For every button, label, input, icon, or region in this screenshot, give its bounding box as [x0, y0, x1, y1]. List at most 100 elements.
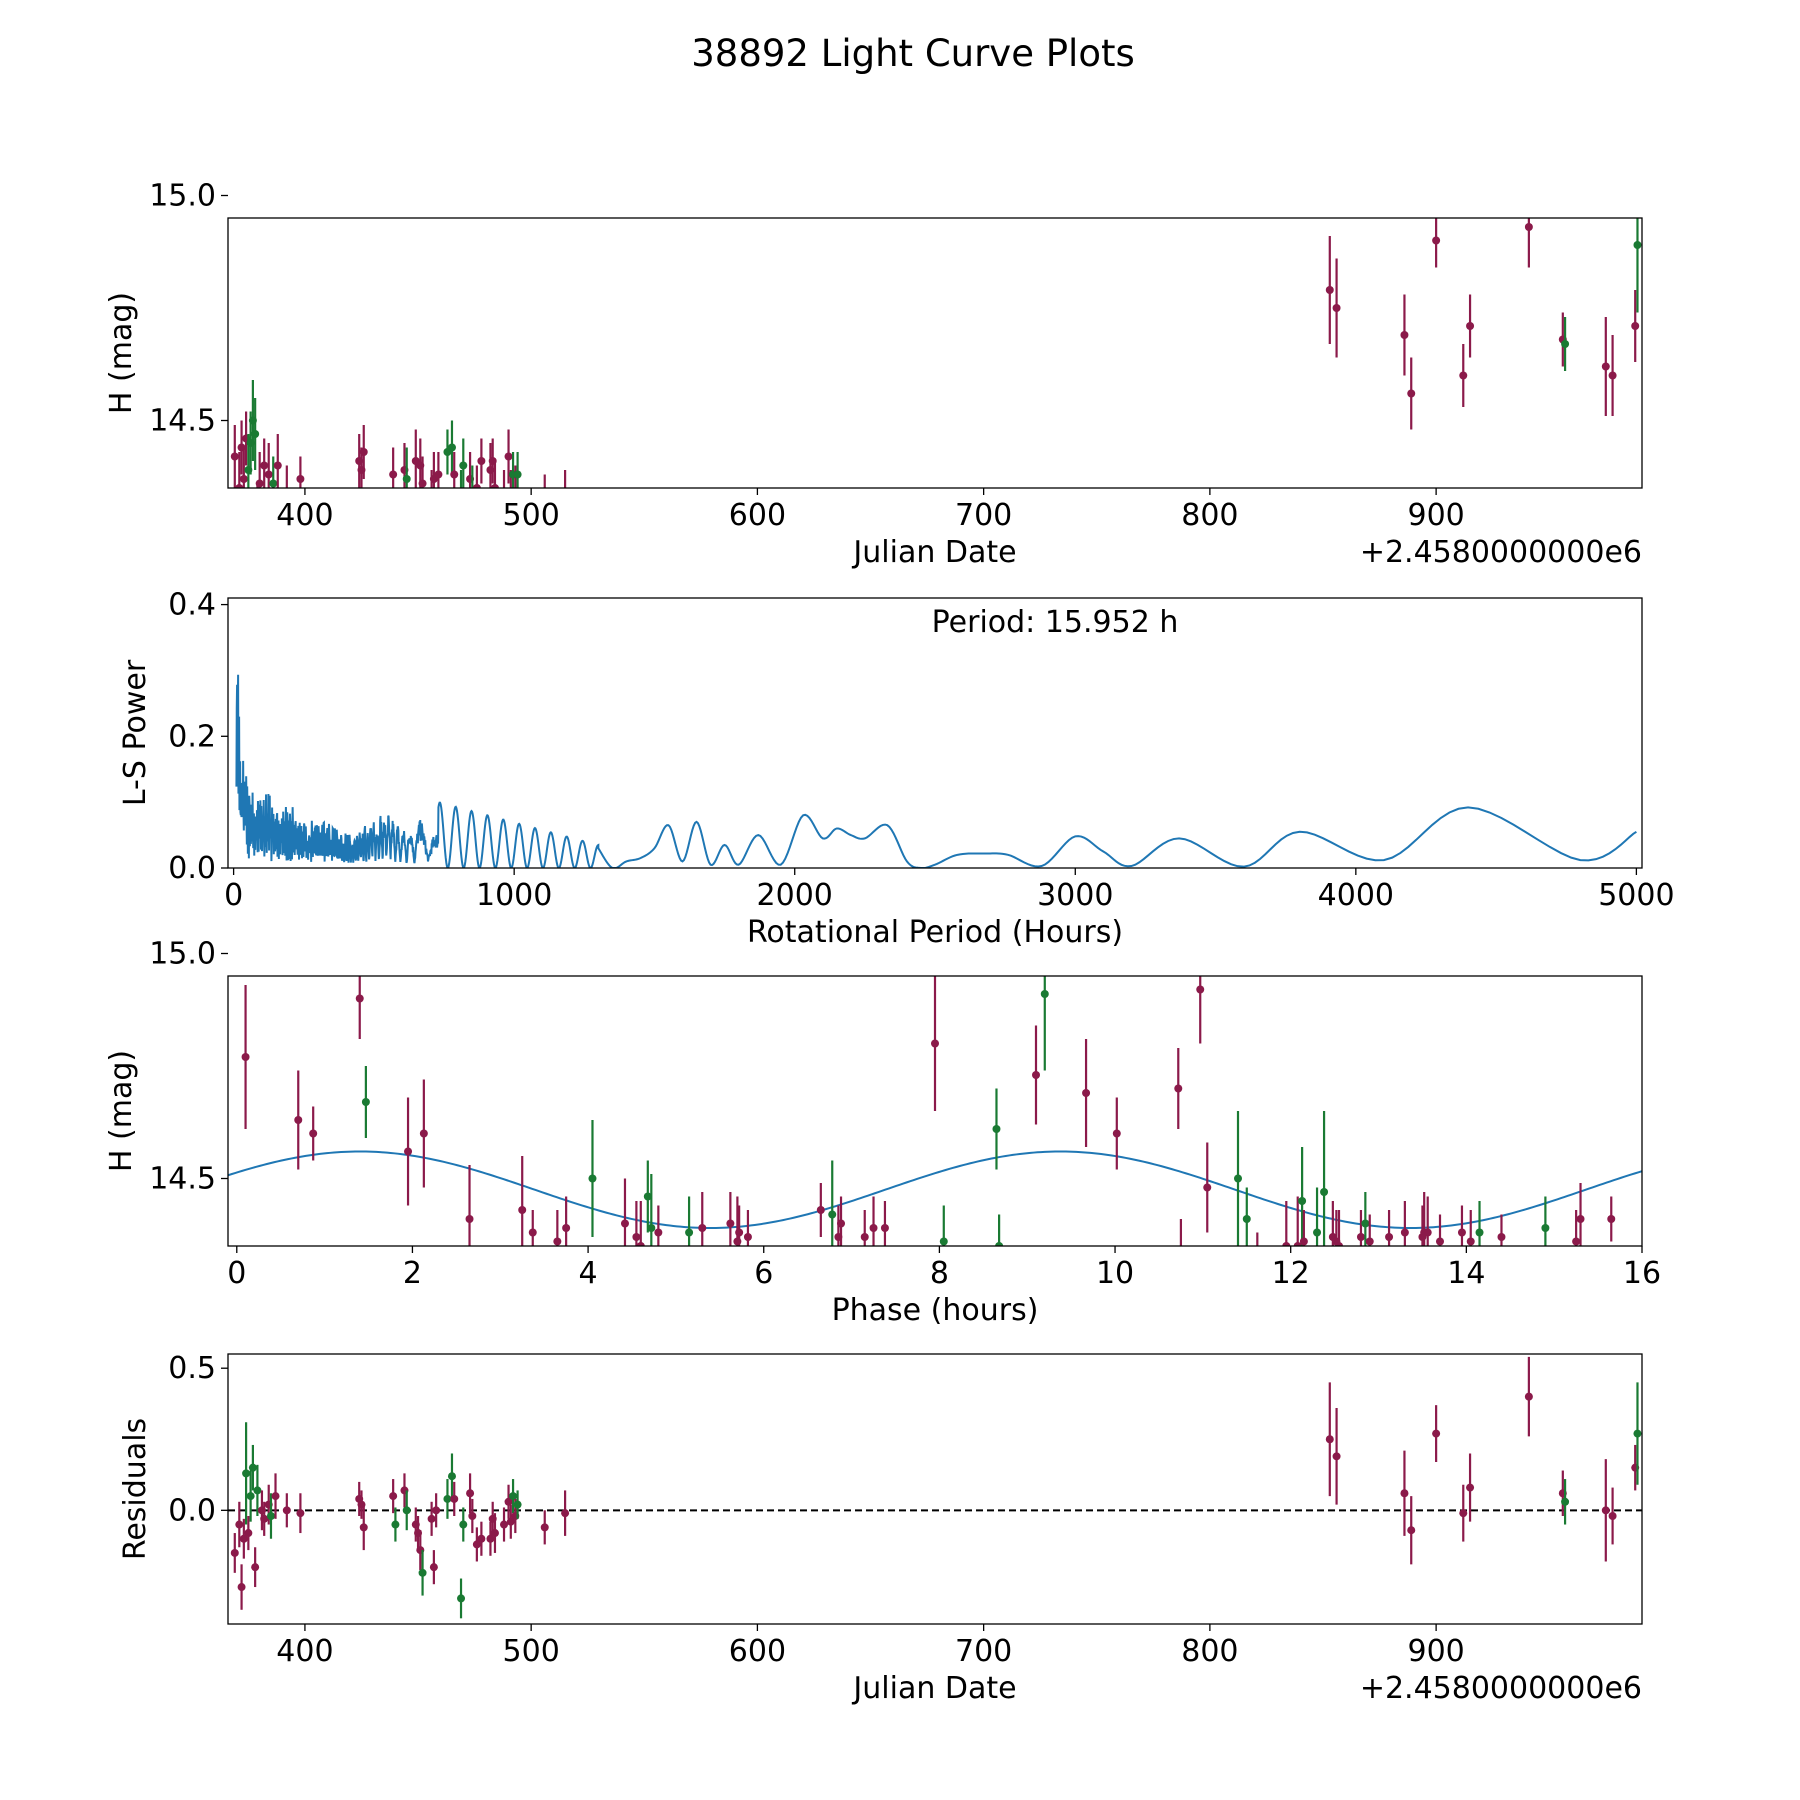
data-point [429, 1563, 438, 1572]
data-point [296, 1509, 305, 1518]
data-point [230, 1548, 239, 1557]
data-point [939, 1237, 948, 1246]
data-point [698, 1224, 707, 1232]
data-point [504, 1497, 513, 1506]
data-point [1407, 1526, 1416, 1535]
data-point [359, 448, 368, 456]
data-point [241, 1053, 250, 1061]
data-point [1332, 1452, 1341, 1461]
y-axis-label: Residuals [118, 1418, 153, 1560]
data-point [860, 1233, 869, 1241]
x-tick-label: 700 [955, 498, 1012, 533]
data-point [500, 1520, 509, 1529]
data-point [457, 1594, 466, 1603]
data-point [647, 1224, 656, 1232]
data-point [1400, 1489, 1409, 1498]
x-tick-label: 800 [1181, 498, 1238, 533]
y-tick-label: 14.5 [149, 404, 216, 439]
x-tick-label: 3000 [1037, 878, 1113, 913]
data-point [266, 1512, 275, 1520]
data-point [1608, 371, 1617, 380]
y-tick-label: 0.2 [168, 719, 216, 754]
data-point [528, 1228, 537, 1237]
data-point [1234, 1174, 1242, 1183]
data-point [434, 470, 443, 479]
data-point [1459, 371, 1468, 380]
data-point [931, 1039, 939, 1048]
data-point [561, 1509, 570, 1518]
data-point [309, 1129, 318, 1138]
data-point [282, 1506, 291, 1515]
x-tick-label: 500 [503, 1634, 560, 1669]
data-point [273, 461, 282, 470]
x-tick-label: 6 [754, 1256, 773, 1291]
x-tick-label: 2000 [757, 878, 833, 913]
data-point [402, 1506, 411, 1515]
data-point [296, 475, 305, 483]
data-point [450, 1494, 459, 1503]
period-annotation: Period: 15.952 h [932, 605, 1179, 640]
data-point [506, 1517, 515, 1526]
data-point [260, 1514, 269, 1523]
data-point [391, 1520, 400, 1529]
data-point [418, 1568, 427, 1577]
x-tick-label: 10 [1096, 1256, 1134, 1291]
data-point [1196, 985, 1205, 994]
data-point [427, 1514, 436, 1523]
data-point [472, 484, 481, 488]
data-point [620, 1219, 629, 1228]
data-point [1282, 1242, 1291, 1246]
data-point [468, 1512, 477, 1520]
data-point [490, 1529, 499, 1538]
data-point [553, 1237, 562, 1246]
data-point [248, 1463, 257, 1472]
data-point [465, 1215, 474, 1223]
data-point [1242, 1215, 1251, 1223]
x-tick-label: 700 [955, 1634, 1012, 1669]
axes-frame [227, 975, 1643, 1247]
data-point [361, 1098, 370, 1106]
x-offset-label: +2.4580000000e6 [1360, 535, 1642, 570]
data-point [246, 1492, 255, 1501]
data-point [459, 461, 468, 470]
x-tick-label: 16 [1623, 1256, 1661, 1291]
x-axis-label: Rotational Period (Hours) [747, 915, 1123, 950]
data-point [828, 1210, 837, 1219]
x-tick-label: 500 [503, 498, 560, 533]
data-point [1541, 1224, 1550, 1232]
data-point [490, 484, 499, 488]
data-point [1299, 1237, 1308, 1246]
data-point [1356, 1233, 1365, 1241]
x-tick-label: 400 [276, 498, 333, 533]
y-axis-label: H (mag) [104, 292, 139, 414]
data-point [1407, 389, 1416, 398]
data-point [1040, 990, 1049, 998]
data-point [1466, 1237, 1475, 1246]
data-point [242, 1469, 251, 1478]
data-point [447, 1472, 456, 1481]
data-point [294, 1116, 303, 1124]
figure-title: 38892 Light Curve Plots [691, 32, 1135, 75]
data-point [1572, 1237, 1581, 1246]
data-point [518, 1206, 527, 1214]
data-point [1607, 1215, 1616, 1223]
data-point [1432, 236, 1441, 245]
y-tick-label: 14.5 [149, 1162, 216, 1197]
axes-frame [227, 1353, 1643, 1625]
data-point [1432, 1429, 1441, 1438]
data-point [472, 1540, 481, 1549]
data-point [1561, 1497, 1570, 1506]
x-tick-label: 14 [1447, 1256, 1485, 1291]
panel-residuals: 400 500 600 700 800 900 0.0 0.5 Julian Date Resid… [118, 1351, 1643, 1706]
data-point [816, 1206, 825, 1214]
data-point [1298, 1197, 1307, 1205]
data-point [477, 1534, 486, 1543]
data-point [264, 470, 273, 479]
y-tick-label: 15.0 [149, 937, 216, 972]
y-axis-label: L-S Power [118, 659, 153, 806]
data-point [1203, 1183, 1212, 1192]
data-point [447, 443, 456, 452]
data-point [1608, 1512, 1617, 1520]
x-tick-label: 4000 [1318, 878, 1394, 913]
plot-area-residuals [228, 1356, 1642, 1619]
